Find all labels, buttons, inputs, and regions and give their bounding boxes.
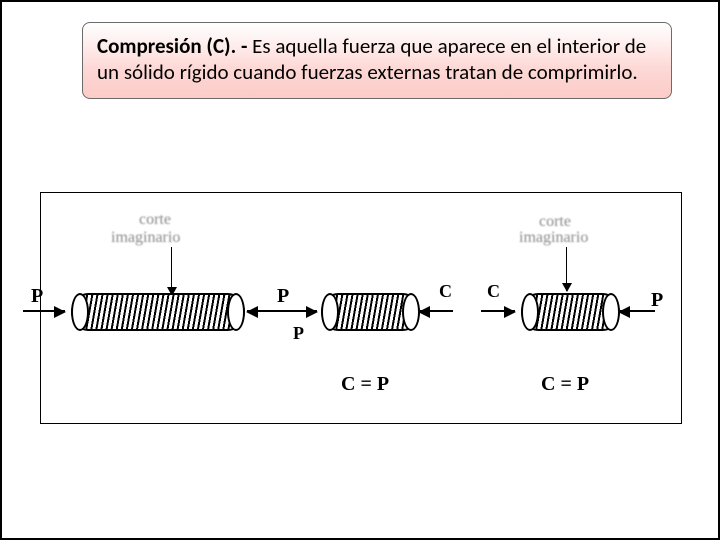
arrow-P-left-outer xyxy=(23,310,65,312)
arrow-P-right xyxy=(619,310,655,312)
arrow-C-right xyxy=(481,310,515,312)
cut-line-left xyxy=(171,247,172,295)
cut-line-right xyxy=(566,247,567,291)
cut-label-right-2: imaginario xyxy=(519,229,588,247)
slide: Compresión (C). - Es aquella fuerza que … xyxy=(0,0,720,540)
equation-right: C = P xyxy=(541,373,589,396)
label-P-left-outer: P xyxy=(31,285,43,308)
arrow-P-left-inner xyxy=(247,310,289,312)
spring-right xyxy=(521,293,620,331)
compression-diagram: corte imaginario P P P C corte imaginari… xyxy=(40,192,682,424)
arrow-C-mid xyxy=(419,310,453,312)
definition-term: Compresión (C). - xyxy=(97,33,247,59)
spring-mid xyxy=(321,293,420,331)
cut-label-left-2: imaginario xyxy=(111,229,180,247)
label-C-right: C xyxy=(487,281,500,302)
label-P-left-inner: P xyxy=(277,285,289,308)
label-C-mid: C xyxy=(439,281,452,302)
equation-left: C = P xyxy=(341,373,389,396)
definition-box: Compresión (C). - Es aquella fuerza que … xyxy=(82,22,672,99)
label-P-right: P xyxy=(651,289,663,312)
arrow-P-mid xyxy=(287,310,317,312)
spring-left xyxy=(71,293,245,331)
cut-label-left-1: corte xyxy=(139,211,171,229)
label-P-mid: P xyxy=(293,323,304,344)
